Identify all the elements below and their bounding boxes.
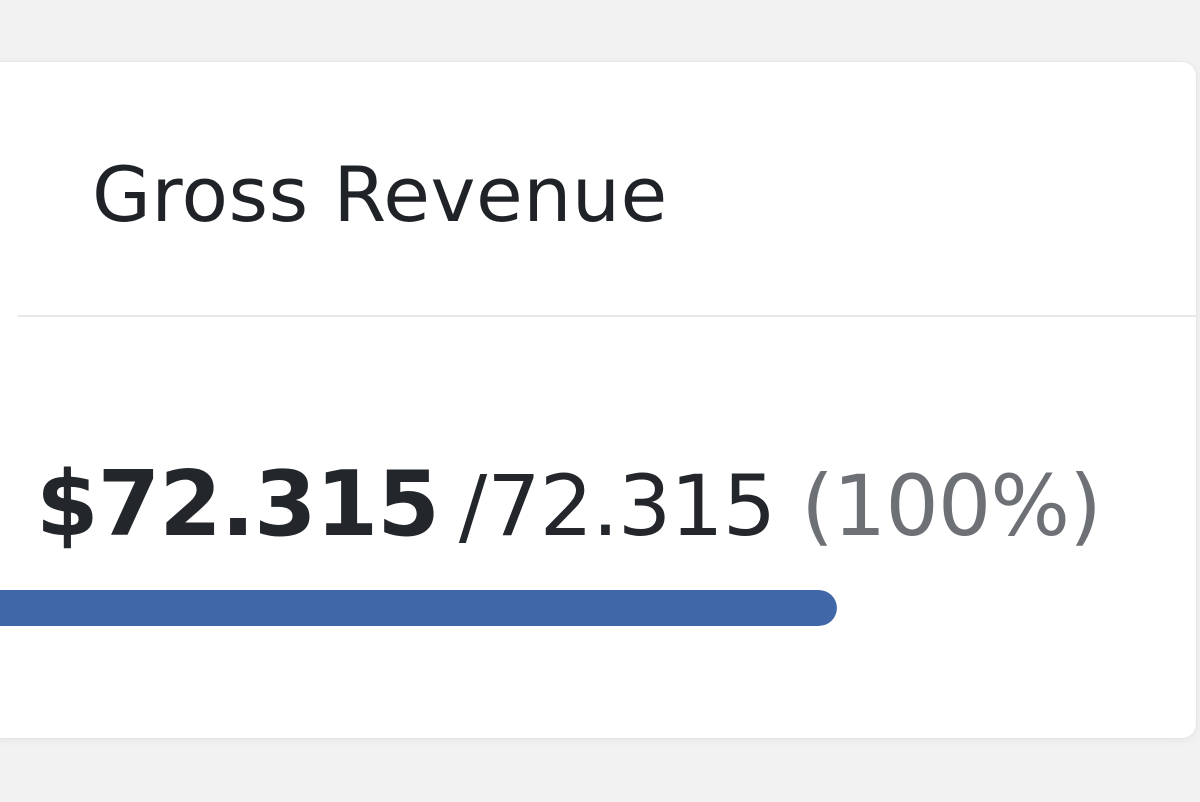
gross-revenue-card: Gross Revenue $72.315 / 72.315 (100%) [0, 62, 1196, 738]
revenue-progress-bar [0, 590, 837, 626]
value-separator: / [458, 457, 488, 555]
card-title: Gross Revenue [92, 150, 668, 239]
percent-complete: (100%) [801, 457, 1102, 555]
current-revenue-value: $72.315 [36, 452, 440, 557]
header-divider [18, 315, 1196, 317]
target-revenue-value: 72.315 [487, 457, 776, 555]
revenue-metric: $72.315 / 72.315 (100%) [36, 452, 1102, 562]
revenue-progress-fill [0, 590, 837, 626]
card-header: Gross Revenue [0, 62, 1196, 316]
